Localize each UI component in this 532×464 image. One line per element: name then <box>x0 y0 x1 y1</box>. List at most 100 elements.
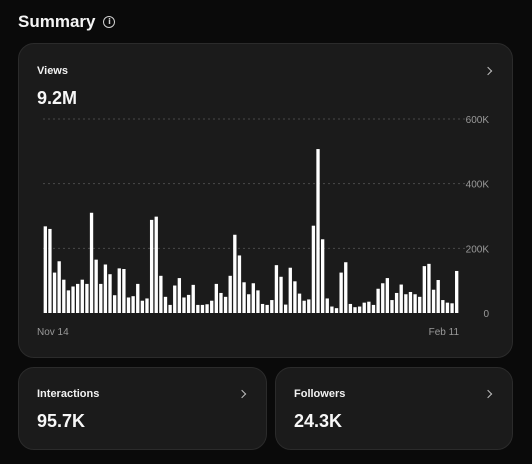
bar[interactable] <box>381 283 385 313</box>
bar[interactable] <box>279 276 283 313</box>
bar[interactable] <box>390 300 394 313</box>
bar[interactable] <box>242 282 246 313</box>
bar[interactable] <box>450 303 454 313</box>
chevron-right-icon[interactable] <box>483 389 493 399</box>
bar[interactable] <box>159 275 163 313</box>
bar[interactable] <box>455 270 459 313</box>
bar[interactable] <box>334 308 339 313</box>
y-tick-label: 200K <box>466 244 490 255</box>
bar[interactable] <box>48 228 52 313</box>
bar[interactable] <box>362 302 366 313</box>
bar[interactable] <box>223 296 228 313</box>
bar[interactable] <box>367 301 371 313</box>
bar[interactable] <box>140 300 145 313</box>
bar[interactable] <box>52 272 57 313</box>
bar[interactable] <box>413 294 417 313</box>
bar[interactable] <box>103 264 108 314</box>
views-card[interactable]: Views 9.2M 600K 400K 200K 0 Nov 14 Feb 11 <box>18 43 513 358</box>
bar[interactable] <box>247 294 251 313</box>
bar[interactable] <box>94 259 98 313</box>
bar[interactable] <box>427 263 431 313</box>
bar[interactable] <box>131 296 135 313</box>
bar[interactable] <box>237 255 242 313</box>
bar[interactable] <box>274 265 279 313</box>
bar[interactable] <box>320 239 325 313</box>
interactions-card[interactable]: Interactions 95.7K <box>18 367 267 450</box>
bar[interactable] <box>270 300 274 313</box>
bar[interactable] <box>385 278 390 313</box>
bar[interactable] <box>136 283 140 313</box>
bar[interactable] <box>145 298 149 313</box>
bar[interactable] <box>99 283 103 313</box>
bar[interactable] <box>302 300 306 313</box>
interactions-title: Interactions <box>37 388 100 400</box>
bar[interactable] <box>177 278 182 313</box>
bar[interactable] <box>330 306 334 313</box>
bar[interactable] <box>265 304 269 313</box>
bar[interactable] <box>117 268 121 313</box>
bar[interactable] <box>357 306 362 313</box>
bar[interactable] <box>191 284 195 313</box>
bar[interactable] <box>66 290 71 313</box>
bar[interactable] <box>436 280 440 313</box>
bar[interactable] <box>122 269 126 313</box>
bar[interactable] <box>168 304 172 313</box>
bar[interactable] <box>311 225 316 313</box>
bar[interactable] <box>108 274 112 313</box>
bar[interactable] <box>205 304 209 313</box>
bar[interactable] <box>376 288 380 313</box>
bar[interactable] <box>353 307 357 313</box>
bar[interactable] <box>307 299 311 313</box>
bar[interactable] <box>297 293 302 313</box>
bar[interactable] <box>186 294 191 313</box>
info-circle-icon[interactable]: i <box>103 16 116 28</box>
bar[interactable] <box>214 283 218 313</box>
bar[interactable] <box>371 304 376 313</box>
bar[interactable] <box>233 234 237 313</box>
bar[interactable] <box>339 272 343 313</box>
bar[interactable] <box>399 284 403 313</box>
bar[interactable] <box>219 292 223 313</box>
chevron-right-icon[interactable] <box>237 389 247 399</box>
bar[interactable] <box>418 296 422 313</box>
bar[interactable] <box>71 286 75 313</box>
bar[interactable] <box>394 292 399 313</box>
bar[interactable] <box>284 304 288 313</box>
bar[interactable] <box>316 149 320 313</box>
y-tick-label: 400K <box>466 180 490 191</box>
bar[interactable] <box>445 302 450 313</box>
bar[interactable] <box>62 279 66 313</box>
bar[interactable] <box>163 296 168 313</box>
bar[interactable] <box>182 297 186 313</box>
bar[interactable] <box>112 295 117 313</box>
bar[interactable] <box>288 267 292 313</box>
bar[interactable] <box>431 289 436 313</box>
bar[interactable] <box>408 291 413 313</box>
bar[interactable] <box>173 285 177 313</box>
bar[interactable] <box>422 266 426 313</box>
bar[interactable] <box>260 303 265 313</box>
bar[interactable] <box>293 281 297 313</box>
views-bar-chart: 600K 400K 200K 0 Nov 14 Feb 11 <box>37 115 490 338</box>
bar[interactable] <box>251 283 255 313</box>
bar[interactable] <box>80 279 84 313</box>
bar[interactable] <box>126 297 131 313</box>
bar[interactable] <box>89 212 94 313</box>
bar[interactable] <box>85 283 89 313</box>
bar[interactable] <box>441 300 445 313</box>
bar[interactable] <box>76 283 80 313</box>
bar[interactable] <box>196 304 200 313</box>
bar[interactable] <box>325 298 329 313</box>
bar[interactable] <box>154 216 158 313</box>
followers-card[interactable]: Followers 24.3K <box>275 367 513 450</box>
bar[interactable] <box>210 300 214 313</box>
bar[interactable] <box>404 294 408 313</box>
bar[interactable] <box>149 219 154 313</box>
bar[interactable] <box>57 261 61 313</box>
bar[interactable] <box>228 275 232 313</box>
bar[interactable] <box>344 262 348 313</box>
bar[interactable] <box>256 290 260 313</box>
bar[interactable] <box>43 226 47 313</box>
bar[interactable] <box>348 303 353 313</box>
bar[interactable] <box>200 304 205 313</box>
